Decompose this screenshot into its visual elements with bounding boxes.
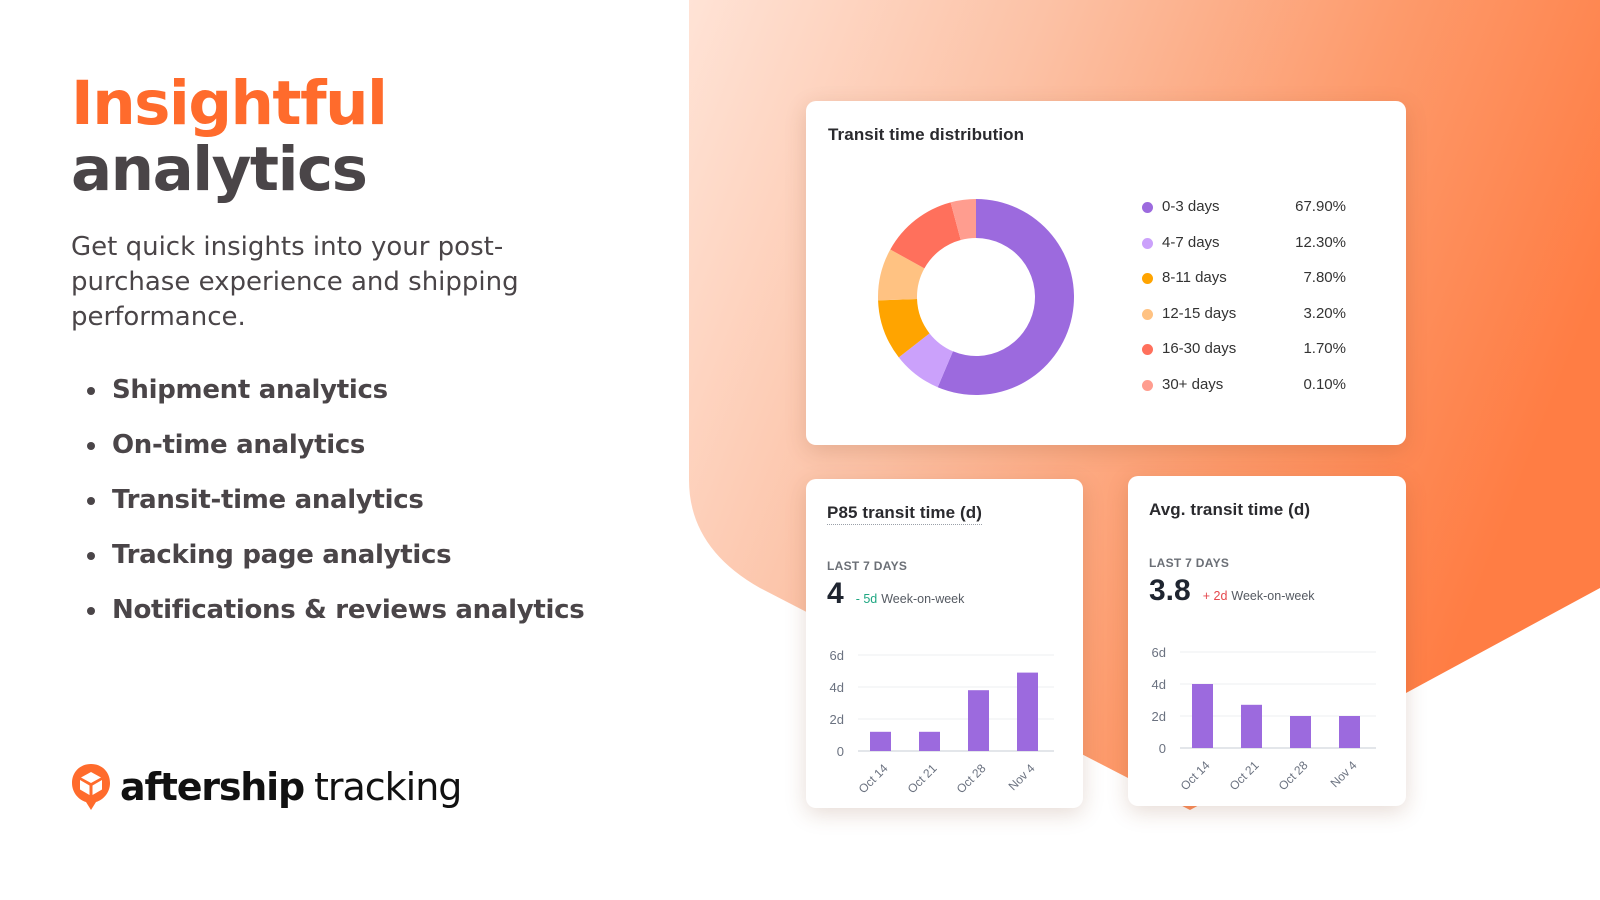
legend-label: 4-7 days [1162,233,1220,251]
bullet-icon [87,442,95,450]
legend-item[interactable]: 30+ days 0.10% [1142,375,1352,411]
donut-segment[interactable] [878,249,925,301]
legend-item[interactable]: 4-7 days 12.30% [1142,233,1352,269]
bar[interactable] [919,731,940,751]
hero-description: Get quick insights into your post-purcha… [71,232,519,332]
donut-segment[interactable] [878,299,930,358]
bar[interactable] [1192,684,1213,748]
feature-label: On-time analytics [112,430,366,460]
kpi-value: 4 [827,577,844,610]
hero-section: Insightful analytics Get quick insights … [71,70,631,650]
card-title: Transit time distribution [828,125,1025,144]
p85-transit-card: P85 transit time (d) LAST 7 DAYS 4 - 5d … [806,479,1083,808]
legend-value: 0.10% [1303,375,1346,393]
kpi-value: 3.8 [1149,574,1191,607]
legend-item[interactable]: 12-15 days 3.20% [1142,304,1352,340]
avg-transit-card: Avg. transit time (d) LAST 7 DAYS 3.8 + … [1128,476,1406,806]
bar[interactable] [1339,716,1360,748]
legend-item[interactable]: 0-3 days 67.90% [1142,197,1352,233]
legend-value: 1.70% [1303,340,1346,357]
kpi-delta-caption: Week-on-week [1231,589,1315,603]
x-tick-label: Oct 28 [954,761,989,796]
bullet-icon [87,497,95,505]
donut-segment[interactable] [937,199,1074,395]
brand-name: aftership [120,765,305,809]
feature-item: Notifications & reviews analytics [71,595,631,650]
legend-value: 7.80% [1303,269,1346,286]
legend-dot-icon [1142,308,1153,320]
feature-item: Transit-time analytics [71,485,631,540]
kpi: 3.8 + 2d Week-on-week [1149,574,1315,608]
kpi: 4 - 5d Week-on-week [827,577,964,611]
feature-label: Transit-time analytics [112,485,424,515]
x-tick-label: Oct 14 [856,761,891,796]
period-label: LAST 7 DAYS [1149,556,1230,570]
x-tick-label: Oct 28 [1276,758,1311,793]
y-tick-label: 4d [1152,677,1166,692]
feature-label: Tracking page analytics [112,540,452,570]
box-pin-icon [72,764,110,810]
feature-item: On-time analytics [71,430,631,485]
avg-bar-chart[interactable]: 0 2d 4d 6d Oct 14 Oct 21 Oct 28 Nov 4 [1128,636,1406,806]
legend-item[interactable]: 16-30 days 1.70% [1142,339,1352,375]
bar[interactable] [1017,672,1038,751]
hero-title-accent: Insightful [71,68,388,139]
legend-label: 12-15 days [1162,304,1237,322]
legend-dot-icon [1142,237,1153,249]
bar[interactable] [968,690,989,751]
legend-dot-icon [1142,344,1153,355]
y-tick-label: 0 [837,744,844,759]
x-tick-label: Nov 4 [1006,761,1038,793]
y-tick-label: 6d [1152,645,1166,660]
bullet-icon [87,387,95,395]
legend-dot-icon [1142,273,1153,284]
legend-value: 12.30% [1295,233,1346,251]
legend-label: 0-3 days [1162,198,1220,215]
card-title: Avg. transit time (d) [1149,500,1311,519]
feature-item: Shipment analytics [71,375,631,430]
legend-label: 30+ days [1162,375,1224,393]
y-tick-label: 2d [830,712,844,727]
y-tick-label: 0 [1159,741,1166,756]
legend-dot-icon [1142,202,1153,213]
feature-label: Shipment analytics [112,375,388,405]
bar[interactable] [1290,716,1311,748]
bullet-icon [87,607,95,615]
feature-label: Notifications & reviews analytics [112,595,585,625]
period-label: LAST 7 DAYS [827,559,908,573]
legend-value: 3.20% [1303,304,1346,322]
legend-value: 67.90% [1295,198,1346,215]
donut-segment[interactable] [898,333,953,388]
p85-bar-chart[interactable]: 0 2d 4d 6d Oct 14 Oct 21 Oct 28 Nov 4 [806,639,1084,809]
donut-segment[interactable] [950,199,976,241]
hero-title: analytics [71,134,368,205]
brand-logo: aftership tracking [70,762,462,812]
legend-dot-icon [1142,379,1153,391]
legend-item[interactable]: 8-11 days 7.80% [1142,268,1352,304]
y-tick-label: 6d [830,648,844,663]
legend-label: 16-30 days [1162,340,1237,357]
chart-legend: 0-3 days 67.90% 4-7 days 12.30% 8-11 days 7… [1142,197,1352,410]
bar[interactable] [1241,704,1262,748]
legend-label: 8-11 days [1162,269,1227,286]
feature-item: Tracking page analytics [71,540,631,595]
donut-chart[interactable] [876,197,1076,397]
bar[interactable] [870,731,891,751]
kpi-delta: + 2d [1202,589,1228,603]
y-tick-label: 2d [1152,709,1166,724]
kpi-delta-caption: Week-on-week [881,592,965,606]
x-tick-label: Oct 14 [1178,758,1213,793]
donut-segment[interactable] [890,202,961,269]
x-tick-label: Oct 21 [1227,758,1262,793]
bullet-icon [87,552,95,560]
brand-product: tracking [313,765,462,809]
card-title-tooltip-trigger[interactable]: P85 transit time (d) [827,503,983,525]
y-tick-label: 4d [830,680,844,695]
feature-list: Shipment analytics On-time analytics Tra… [71,375,631,650]
x-tick-label: Oct 21 [905,761,940,796]
kpi-delta: - 5d [855,592,878,606]
x-tick-label: Nov 4 [1328,758,1360,790]
transit-distribution-card: Transit time distribution 0-3 days 67.90%… [806,101,1406,445]
